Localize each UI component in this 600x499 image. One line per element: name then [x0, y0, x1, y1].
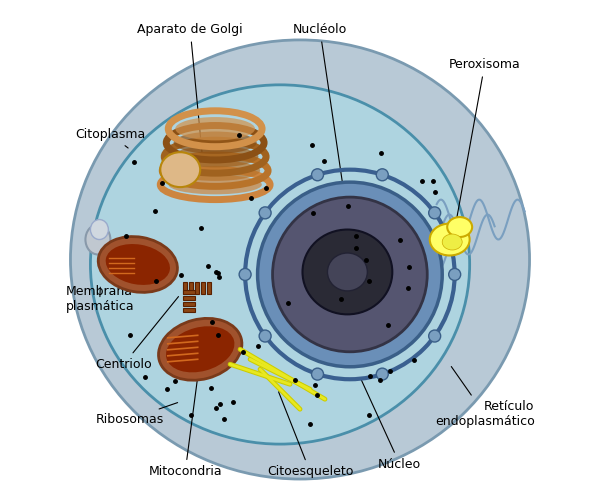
Ellipse shape: [98, 237, 178, 292]
Ellipse shape: [239, 268, 251, 280]
Ellipse shape: [175, 117, 255, 140]
Text: Membrana
plasmática: Membrana plasmática: [65, 285, 134, 313]
Bar: [183, 296, 195, 300]
Bar: [206, 282, 211, 294]
Ellipse shape: [311, 169, 323, 181]
Ellipse shape: [311, 368, 323, 380]
Ellipse shape: [442, 234, 462, 250]
Ellipse shape: [166, 326, 235, 372]
Text: Mitocondria: Mitocondria: [148, 380, 222, 478]
Bar: [195, 282, 199, 294]
Bar: [183, 282, 187, 294]
Ellipse shape: [70, 40, 530, 479]
Ellipse shape: [447, 217, 472, 237]
Ellipse shape: [257, 182, 442, 367]
Bar: [183, 308, 195, 312]
Ellipse shape: [428, 207, 440, 219]
Ellipse shape: [259, 330, 271, 342]
Ellipse shape: [328, 253, 367, 291]
Ellipse shape: [160, 152, 200, 187]
Text: Citoesqueleto: Citoesqueleto: [267, 392, 353, 478]
Text: Aparato de Golgi: Aparato de Golgi: [137, 23, 243, 157]
Ellipse shape: [449, 268, 461, 280]
Text: Ribosomas: Ribosomas: [95, 403, 178, 426]
Ellipse shape: [428, 330, 440, 342]
Text: Citoplasma: Citoplasma: [76, 128, 146, 148]
Ellipse shape: [272, 197, 427, 352]
Bar: [200, 282, 205, 294]
Ellipse shape: [85, 225, 110, 254]
Text: Centriolo: Centriolo: [95, 296, 178, 371]
Ellipse shape: [302, 230, 392, 314]
Bar: [183, 290, 195, 294]
Ellipse shape: [376, 368, 388, 380]
Ellipse shape: [173, 132, 257, 154]
Text: Nucléolo: Nucléolo: [293, 23, 347, 197]
Ellipse shape: [376, 169, 388, 181]
Bar: [189, 282, 193, 294]
Ellipse shape: [106, 244, 170, 285]
Ellipse shape: [170, 161, 260, 181]
Bar: [183, 302, 195, 306]
Ellipse shape: [91, 220, 109, 240]
Text: Retículo
endoplasmático: Retículo endoplasmático: [435, 367, 535, 428]
Ellipse shape: [430, 224, 470, 255]
Text: Núcleo: Núcleo: [361, 379, 421, 471]
Ellipse shape: [172, 146, 259, 167]
Text: Peroxisoma: Peroxisoma: [449, 58, 521, 227]
Ellipse shape: [169, 175, 262, 195]
Ellipse shape: [91, 85, 470, 444]
Ellipse shape: [158, 318, 242, 380]
Ellipse shape: [259, 207, 271, 219]
